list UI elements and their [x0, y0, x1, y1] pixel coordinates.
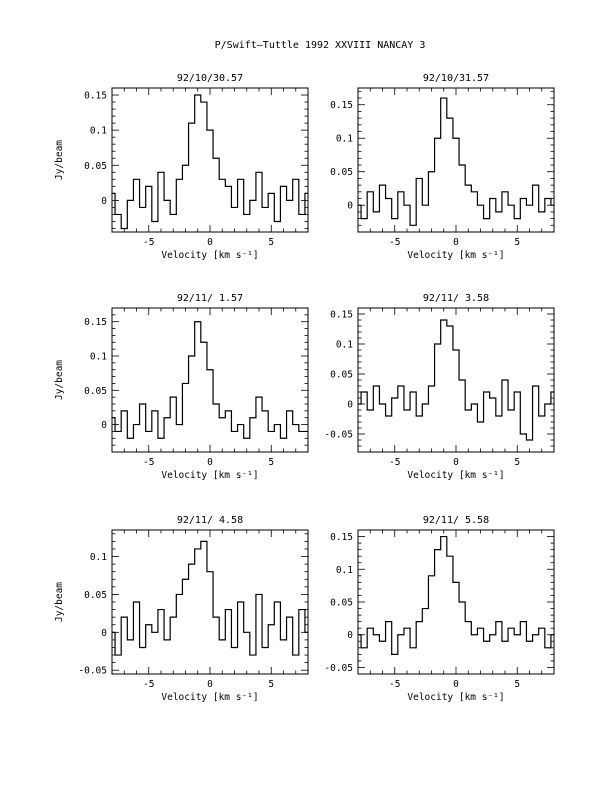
- x-tick-label: 0: [453, 457, 459, 468]
- y-tick-label: 0: [347, 201, 353, 212]
- spectrum-line: [358, 97, 554, 226]
- y-tick-label: 0: [101, 628, 107, 639]
- y-tick-label: 0.15: [330, 310, 353, 321]
- figure-title: P/Swift–Tuttle 1992 XXVIII NANCAY 3: [215, 40, 426, 51]
- x-tick-label: 5: [268, 457, 274, 468]
- y-axis-label: Jy/beam: [54, 140, 65, 180]
- x-tick-label: 5: [514, 237, 520, 248]
- x-axis-label: Velocity [km s⁻¹]: [407, 250, 504, 261]
- x-tick-label: -5: [143, 237, 154, 248]
- y-tick-label: 0.05: [330, 370, 353, 381]
- y-axis-label: Jy/beam: [54, 582, 65, 622]
- spectrum-panel: 92/11/ 1.57 -5 0 5 0 0.05 0.1 0.15 Velocity [km …: [54, 293, 309, 481]
- panel-title: 92/11/ 1.57: [177, 293, 243, 304]
- x-tick-label: -5: [389, 237, 400, 248]
- y-tick-label: 0: [347, 400, 353, 411]
- y-tick-label: -0.05: [324, 430, 353, 441]
- y-tick-label: -0.05: [324, 663, 353, 674]
- spectrum-panel: 92/10/30.57 -5 0 5 0 0.05 0.1 0.15 Velocity [km …: [54, 73, 309, 261]
- y-tick-label: 0.15: [84, 317, 107, 328]
- y-tick-label: 0.1: [336, 134, 353, 145]
- plot-frame: [111, 307, 309, 453]
- y-tick-label: 0.1: [90, 126, 107, 137]
- spectrum-line: [358, 535, 554, 655]
- panel-title: 92/11/ 5.58: [423, 515, 489, 526]
- panel-title: 92/10/30.57: [177, 73, 243, 84]
- x-tick-label: -5: [143, 457, 154, 468]
- x-tick-label: 5: [268, 237, 274, 248]
- y-tick-label: 0.1: [90, 552, 107, 563]
- spectrum-line: [112, 540, 308, 656]
- x-tick-label: 5: [268, 679, 274, 690]
- x-tick-label: 0: [207, 679, 213, 690]
- y-tick-label: 0: [101, 196, 107, 207]
- x-tick-label: 0: [207, 237, 213, 248]
- panel-title: 92/10/31.57: [423, 73, 489, 84]
- x-axis-label: Velocity [km s⁻¹]: [161, 692, 258, 703]
- y-tick-label: 0: [101, 420, 107, 431]
- panel-title: 92/11/ 4.58: [177, 515, 243, 526]
- y-tick-label: 0.05: [84, 386, 107, 397]
- x-tick-label: -5: [143, 679, 154, 690]
- x-tick-label: 5: [514, 679, 520, 690]
- spectrum-line: [112, 321, 308, 439]
- x-tick-label: -5: [389, 679, 400, 690]
- x-tick-label: 0: [207, 457, 213, 468]
- y-tick-label: 0.15: [330, 100, 353, 111]
- y-tick-label: 0.1: [336, 340, 353, 351]
- plot-frame: [357, 87, 555, 233]
- y-tick-label: -0.05: [78, 666, 107, 677]
- y-tick-label: 0.05: [84, 161, 107, 172]
- x-tick-label: 0: [453, 679, 459, 690]
- spectrum-panel: 92/11/ 4.58 -5 0 5 -0.05 0 0.05 0.1 Velocity [km…: [54, 515, 309, 703]
- y-tick-label: 0.15: [84, 91, 107, 102]
- y-tick-label: 0: [347, 630, 353, 641]
- x-axis-label: Velocity [km s⁻¹]: [161, 470, 258, 481]
- spectrum-panel: 92/11/ 3.58 -5 0 5 -0.05 0 0.05 0.1 0.15 Velocity…: [324, 293, 555, 481]
- y-axis-label: Jy/beam: [54, 360, 65, 400]
- x-tick-label: 0: [453, 237, 459, 248]
- x-axis-label: Velocity [km s⁻¹]: [407, 470, 504, 481]
- spectrum-panel: 92/11/ 5.58 -5 0 5 -0.05 0 0.05 0.1 0.15 Velocity…: [324, 515, 555, 703]
- plot-frame: [357, 307, 555, 453]
- x-tick-label: -5: [389, 457, 400, 468]
- x-axis-label: Velocity [km s⁻¹]: [161, 250, 258, 261]
- y-tick-label: 0.1: [336, 565, 353, 576]
- x-tick-label: 5: [514, 457, 520, 468]
- plot-frame: [111, 87, 309, 233]
- y-tick-label: 0.05: [330, 167, 353, 178]
- spectrum-panel: 92/10/31.57 -5 0 5 0 0.05 0.1 0.15 Velocity [km …: [330, 73, 555, 261]
- y-tick-label: 0.05: [84, 590, 107, 601]
- panel-title: 92/11/ 3.58: [423, 293, 489, 304]
- x-axis-label: Velocity [km s⁻¹]: [407, 692, 504, 703]
- y-tick-label: 0.05: [330, 598, 353, 609]
- y-tick-label: 0.15: [330, 532, 353, 543]
- spectrum-line: [112, 94, 308, 230]
- spectrum-line: [358, 319, 554, 441]
- y-tick-label: 0.1: [90, 352, 107, 363]
- plot-frame: [357, 529, 555, 675]
